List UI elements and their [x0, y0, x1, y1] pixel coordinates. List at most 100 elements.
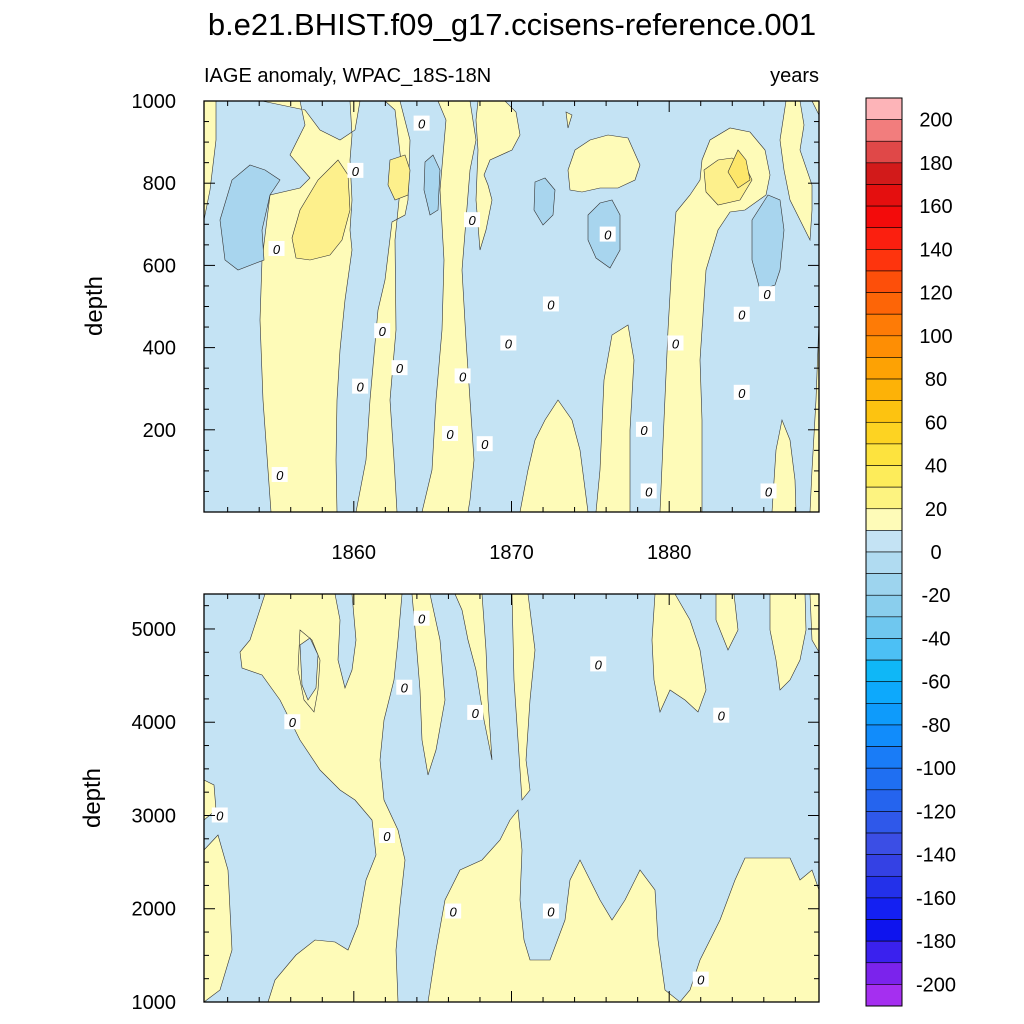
contour-label-box: [464, 212, 481, 228]
contour-label: 0: [418, 612, 426, 627]
lower-y-axis-label: depth: [79, 768, 106, 828]
contour-label: 0: [718, 709, 726, 724]
contour-label: 0: [396, 361, 404, 376]
colorbar-box: [865, 443, 903, 466]
contour-label-box: [542, 296, 559, 312]
colorbar-box: [865, 767, 903, 791]
upper-neg-inner-2: [423, 154, 441, 216]
contour-label: 0: [459, 369, 467, 384]
x-tick-label: 1880: [647, 542, 692, 564]
x-tick-label: 1870: [489, 542, 534, 564]
contour-label: 0: [481, 437, 489, 452]
colorbar-box: [865, 811, 903, 834]
colorbar-tick-label: -180: [916, 931, 956, 953]
contour-label-box: [454, 368, 471, 384]
colorbar-tick-label: 80: [925, 369, 947, 391]
contour-label-box: [442, 425, 458, 441]
contour-label: 0: [273, 242, 281, 257]
lower-neg-pocket-1: [299, 637, 319, 701]
contour-label-box: [352, 378, 369, 394]
colorbar-box: [865, 875, 903, 899]
colorbar-box: [865, 962, 903, 985]
contour-label: 0: [672, 336, 680, 351]
colorbar-tick-label: 40: [925, 456, 947, 478]
colorbar-box: [865, 270, 903, 293]
colorbar-box: [865, 681, 903, 704]
contour-label: 0: [505, 336, 513, 351]
colorbar-box: [865, 789, 903, 812]
x-tick-label: 1860: [332, 542, 377, 564]
upper-pos-region-4: [421, 100, 477, 513]
contour-label: 0: [547, 297, 555, 312]
contour-label-box: [413, 115, 430, 131]
contour-label-box: [635, 421, 652, 437]
colorbar-box: [865, 724, 903, 747]
colorbar-box: [865, 703, 903, 726]
colorbar-box: [865, 940, 903, 964]
upper-plot-frame: [203, 100, 820, 513]
contour-label-box: [476, 436, 493, 452]
contour-label: 0: [604, 228, 612, 243]
colorbar-box: [865, 227, 903, 250]
contour-label-box: [374, 323, 391, 339]
colorbar-box: [865, 919, 903, 942]
upper-neg-inner-1: [219, 164, 281, 271]
contour-label: 0: [379, 324, 387, 339]
contour-label: 0: [356, 380, 364, 395]
contour-label-box: [760, 483, 777, 499]
upper-pos-region-8: [519, 399, 589, 513]
colorbar-frame: [865, 97, 903, 1007]
colorbar-tick-label: -120: [916, 801, 956, 823]
colorbar-box: [865, 984, 903, 1007]
colorbar-box: [865, 400, 903, 423]
y-tick-label: 1000: [132, 992, 177, 1014]
upper-pos-region-7: [567, 134, 641, 193]
contour-label: 0: [468, 213, 476, 228]
contour-label: 0: [401, 681, 409, 696]
upper-axes: 1860 1870 1880 200 400 600 800 1000: [132, 91, 819, 564]
colorbar-box: [865, 573, 903, 596]
colorbar-box: [865, 292, 903, 315]
contour-label-box: [268, 240, 285, 256]
colorbar-box: [865, 313, 903, 337]
contour-label-box: [733, 306, 750, 322]
contour-label: 0: [472, 706, 480, 721]
colorbar-tick-label: -200: [916, 974, 956, 996]
chart-title: b.e21.BHIST.f09_g17.ccisens-reference.00…: [208, 7, 816, 42]
colorbar-box: [865, 249, 903, 272]
upper-pos-region-5: [475, 100, 521, 251]
upper-neg-inner-3: [533, 177, 556, 226]
y-tick-label: 200: [143, 420, 176, 442]
contour-label-box: [713, 707, 730, 723]
colorbar-box: [865, 616, 903, 639]
colorbar-box: [865, 421, 903, 445]
upper-pos-region-11: [779, 100, 813, 242]
y-tick-label: 5000: [132, 619, 177, 641]
colorbar-box: [865, 205, 903, 229]
contour-label: 0: [289, 715, 297, 730]
contour-label-box: [391, 360, 408, 376]
colorbar-tick-label: 60: [925, 412, 947, 434]
contour-label: 0: [763, 287, 771, 302]
lower-plot-frame: [203, 593, 820, 1003]
contour-label: 0: [595, 657, 603, 672]
y-tick-label: 3000: [132, 805, 177, 827]
contour-label-box: [500, 335, 517, 351]
upper-pos-region-6: [565, 111, 573, 129]
contour-label-box: [758, 286, 775, 302]
colorbar-box: [865, 854, 903, 877]
colorbar-box: [865, 162, 903, 185]
lower-contour-fills: [203, 593, 820, 1003]
contour-label: 0: [765, 484, 773, 499]
contour-label: 0: [418, 117, 426, 132]
contour-label: 0: [446, 427, 454, 442]
colorbar-tick-label: 200: [919, 110, 952, 132]
contour-label-box: [284, 714, 301, 730]
colorbar-tick-label: 0: [930, 542, 941, 564]
lower-contour-labels: 0 0 0 0 0 0 0 0 0 0 0: [211, 610, 730, 988]
colorbar-box: [865, 832, 903, 855]
lower-pos-region-5: [454, 593, 493, 761]
contour-label-box: [640, 483, 657, 499]
colorbar-tick-label: 20: [925, 499, 947, 521]
